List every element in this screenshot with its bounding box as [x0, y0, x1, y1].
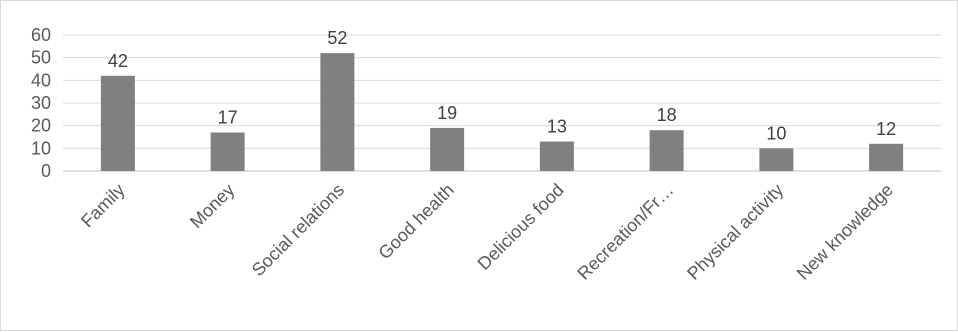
category-label: Recreation/Fr… — [573, 180, 677, 284]
gridlines — [63, 34, 941, 172]
y-tick-label: 30 — [31, 93, 51, 113]
y-tick-label: 50 — [31, 48, 51, 68]
y-tick-label: 40 — [31, 70, 51, 90]
category-labels: Family Money Social relations Good health De… — [77, 180, 897, 284]
data-label: 42 — [108, 51, 128, 71]
category-label: Delicious food — [474, 180, 568, 274]
bar — [869, 143, 904, 171]
y-tick-label: 60 — [31, 25, 51, 45]
bars — [100, 53, 904, 172]
data-label: 12 — [876, 119, 896, 139]
category-label: Good health — [374, 180, 457, 263]
category-label: Money — [186, 180, 238, 232]
category-label: Social relations — [248, 180, 348, 280]
bar — [210, 132, 245, 171]
bar — [320, 53, 355, 172]
bar — [649, 130, 684, 171]
data-label: 18 — [657, 105, 677, 125]
category-label: Family — [77, 180, 129, 232]
bar — [430, 127, 465, 171]
data-label: 13 — [547, 117, 567, 137]
bar — [100, 75, 135, 171]
bar — [539, 141, 574, 171]
category-label: New knowledge — [793, 180, 897, 284]
y-tick-label: 20 — [31, 116, 51, 136]
data-label: 10 — [766, 123, 786, 143]
y-tick-label: 10 — [31, 138, 51, 158]
data-label: 19 — [437, 103, 457, 123]
y-tick-label: 0 — [41, 161, 51, 181]
data-label: 17 — [218, 107, 238, 127]
data-label: 52 — [327, 28, 347, 48]
bar — [759, 148, 794, 171]
data-labels: 42 17 52 19 13 18 10 12 — [108, 28, 896, 143]
category-label: Physical activity — [683, 180, 787, 284]
